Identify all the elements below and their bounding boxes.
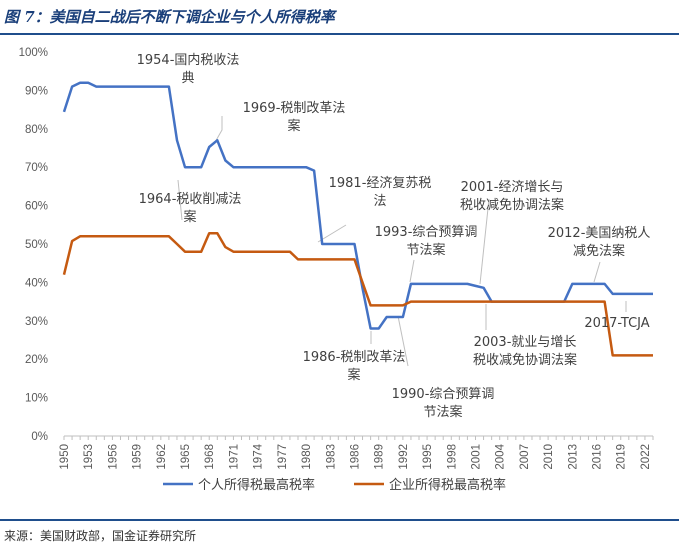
- source-note: 来源：美国财政部，国金证券研究所: [4, 529, 197, 543]
- x-tick-label: 2007: [519, 444, 531, 470]
- y-tick-label: 30%: [25, 316, 48, 328]
- annotation-label: 1964-税收削减法案: [139, 192, 242, 225]
- x-axis: 1950 1953 1956 1959 1962 1965 1968 1971 1974 1977…: [59, 435, 654, 470]
- x-tick-label: 1986: [349, 444, 361, 470]
- annotation-label: 2003-就业与增长税收减免协调法案: [473, 335, 577, 368]
- annotation-line: 案: [183, 210, 196, 225]
- annotation-line: 减免法案: [573, 244, 625, 259]
- annotation-line: 2012-美国纳税人: [548, 226, 651, 241]
- x-tick-label: 1977: [277, 444, 289, 470]
- annotation-line: 法: [373, 194, 386, 209]
- annotation-label: 1969-税制改革法案: [243, 101, 346, 134]
- figure-title: 图 7：美国自二战后不断下调企业与个人所得税率: [4, 8, 335, 26]
- annotation-line: 2001-经济增长与: [461, 180, 564, 195]
- annotation-line: 1964-税收削减法: [139, 192, 242, 207]
- x-tick-label: 1953: [83, 444, 95, 470]
- y-tick-label: 20%: [25, 354, 48, 366]
- y-tick-label: 70%: [25, 162, 48, 174]
- annotation-leader-line: [409, 259, 415, 283]
- x-tick-label: 1962: [156, 444, 168, 470]
- annotation-line: 2003-就业与增长: [474, 335, 577, 350]
- annotation-label: 1993-综合预算调节法案: [375, 225, 478, 258]
- x-tick-label: 1983: [325, 444, 337, 470]
- legend-label-individual: 个人所得税最高税率: [198, 477, 315, 493]
- y-tick-label: 90%: [25, 85, 48, 97]
- legend: 个人所得税最高税率 企业所得税最高税率: [163, 477, 506, 493]
- x-tick-label: 1971: [228, 444, 240, 470]
- x-tick-label: 1980: [301, 444, 313, 470]
- annotation-label: 1990-综合预算调节法案: [392, 387, 495, 420]
- annotations: 1954-国内税收法典1969-税制改革法案1964-税收削减法案1981-经济…: [137, 52, 651, 420]
- x-tick-label: 2013: [567, 444, 579, 470]
- y-tick-label: 80%: [25, 124, 48, 136]
- annotation-label: 1981-经济复苏税法: [329, 175, 432, 209]
- x-tick-label: 1959: [132, 444, 144, 470]
- annotation-label: 2012-美国纳税人减免法案: [548, 226, 651, 259]
- y-tick-label: 60%: [25, 201, 48, 213]
- annotation-label: 2017-TCJA: [584, 316, 649, 331]
- series-corporate-line: [62, 231, 653, 357]
- x-tick-label: 2010: [543, 444, 555, 470]
- series-lines: [62, 81, 653, 357]
- annotation-line: 税收减免协调法案: [473, 353, 577, 368]
- x-tick-label: 1998: [446, 444, 458, 470]
- y-tick-label: 40%: [25, 277, 48, 289]
- annotation-line: 1969-税制改革法: [243, 101, 346, 116]
- y-tick-label: 50%: [25, 239, 48, 251]
- y-tick-label: 10%: [25, 393, 48, 405]
- annotation-line: 节法案: [423, 405, 462, 420]
- annotation-line: 税收减免协调法案: [460, 198, 564, 213]
- x-tick-label: 2016: [592, 444, 604, 470]
- x-tick-label: 1956: [107, 444, 119, 470]
- x-tick-label: 1989: [374, 444, 386, 470]
- annotation-line: 1993-综合预算调: [375, 225, 478, 240]
- legend-label-corporate: 企业所得税最高税率: [389, 477, 506, 493]
- annotation-leaders: [177, 116, 627, 367]
- annotation-leader-line: [593, 261, 601, 283]
- annotation-leader-line: [397, 315, 409, 367]
- x-tick-label: 2019: [616, 444, 628, 470]
- annotation-line: 1990-综合预算调: [392, 387, 495, 402]
- x-tick-label: 1995: [422, 444, 434, 470]
- annotation-label: 2001-经济增长与税收减免协调法案: [460, 180, 564, 213]
- x-tick-label: 2004: [495, 443, 507, 469]
- annotation-label: 1986-税制改革法案: [303, 350, 406, 383]
- footer-rule: [0, 519, 679, 521]
- annotation-line: 案: [287, 119, 300, 134]
- annotation-line: 2017-TCJA: [584, 316, 649, 331]
- x-tick-label: 1968: [204, 444, 216, 470]
- x-tick-label: 2022: [640, 444, 652, 470]
- annotation-leader-line: [177, 179, 183, 221]
- annotation-label: 1954-国内税收法典: [137, 52, 240, 86]
- annotation-leader-line: [479, 198, 490, 285]
- x-tick-label: 1974: [253, 443, 265, 469]
- x-tick-label: 1950: [59, 444, 71, 470]
- header-rule: [0, 33, 679, 35]
- annotation-line: 1981-经济复苏税: [329, 175, 432, 191]
- x-tick-label: 1965: [180, 444, 192, 470]
- tax-rate-chart: 0%10%20%30%40%50%60%70%80%90%100% 1950 19…: [19, 47, 654, 493]
- y-tick-label: 0%: [31, 431, 48, 443]
- x-tick-label: 2001: [470, 444, 482, 470]
- annotation-line: 1986-税制改革法: [303, 350, 406, 365]
- annotation-line: 1954-国内税收法: [137, 52, 240, 68]
- annotation-line: 典: [181, 71, 194, 86]
- y-axis: 0% 10% 20% 30% 40% 50% 60% 70% 80% 90% 100%: [19, 47, 48, 443]
- x-tick-label: 1992: [398, 444, 410, 470]
- annotation-line: 案: [347, 368, 360, 383]
- annotation-line: 节法案: [406, 243, 445, 258]
- y-tick-label: 100%: [19, 47, 48, 59]
